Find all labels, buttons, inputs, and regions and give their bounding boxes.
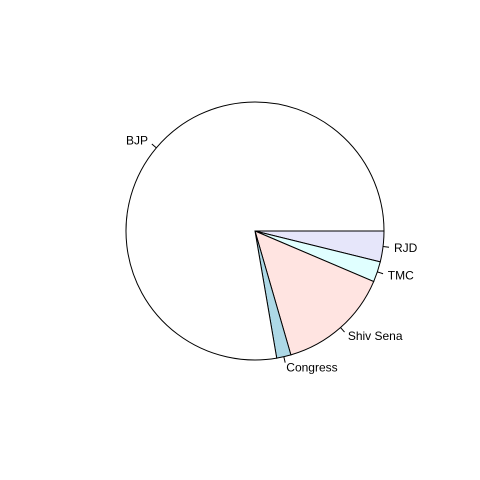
pie-tick-bjp xyxy=(151,143,157,149)
pie-slice-bjp xyxy=(125,101,385,361)
pie-label-congress: Congress xyxy=(286,360,337,374)
pie-tick-rjd xyxy=(383,246,390,248)
pie-label-ticks xyxy=(151,143,390,363)
pie-slice-shiv-sena xyxy=(254,230,375,356)
pie-label-bjp: BJP xyxy=(126,134,148,148)
pie-label-shiv-sena: Shiv Sena xyxy=(348,329,403,343)
pie-tick-tmc xyxy=(377,271,384,275)
pie-tick-shiv-sena xyxy=(340,327,345,333)
pie-label-tmc: TMC xyxy=(388,268,414,282)
pie-label-rjd: RJD xyxy=(394,241,418,255)
pie-labels: RJD TMC Shiv Sena Congress BJP xyxy=(126,134,418,375)
pie-slices xyxy=(125,101,385,361)
pie-tick-congress xyxy=(283,356,286,363)
